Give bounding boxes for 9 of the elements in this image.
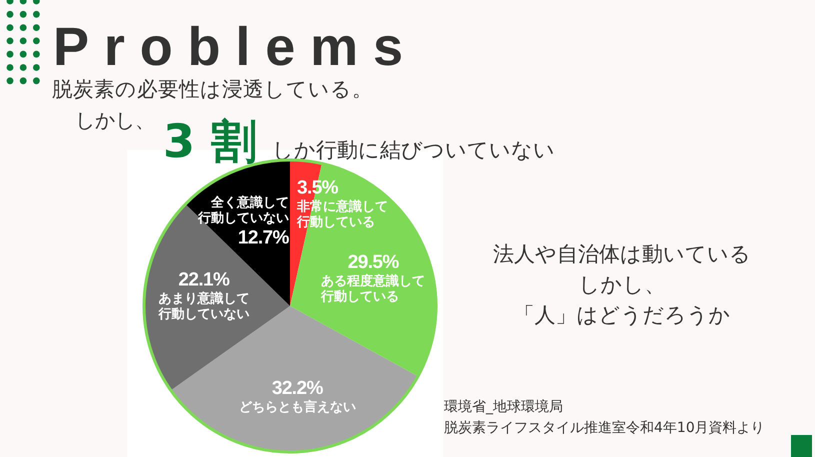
annotation: 環境省_地球環境局 xyxy=(444,399,563,415)
title: Problems xyxy=(53,17,403,77)
annotation: しかし、 xyxy=(578,272,666,296)
subtitle: 脱炭素の必要性は浸透している。 xyxy=(52,77,373,101)
annotation: 3 割 xyxy=(163,114,258,168)
annotation: 脱炭素ライフスタイル推進室令和4年10月資料より xyxy=(444,420,765,436)
annotation: 「人」はどうだろうか xyxy=(514,303,730,327)
annotation: 法人や自治体は動いている xyxy=(493,242,751,266)
annotation: しかし、 xyxy=(75,108,155,132)
